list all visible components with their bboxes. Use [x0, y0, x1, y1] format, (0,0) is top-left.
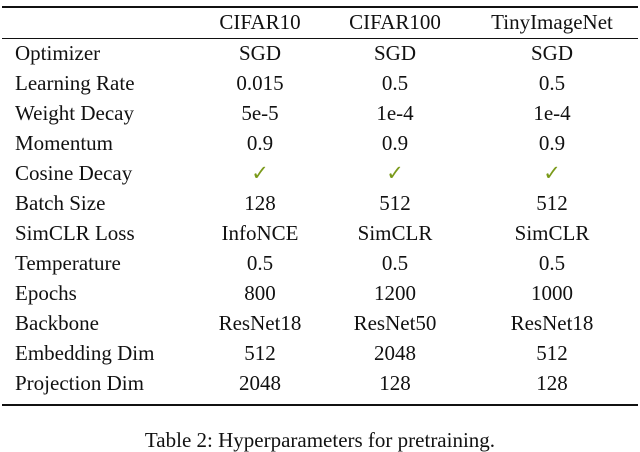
table-cell: ✓ [386, 161, 404, 185]
table-cell: 2048 [374, 341, 416, 365]
table-cell: 512 [536, 191, 568, 215]
table-cell: 0.9 [538, 131, 566, 155]
table-cell: SGD [238, 41, 281, 65]
table-cell: 0.5 [538, 71, 566, 95]
header-rule [2, 38, 638, 39]
row-label: Cosine Decay [15, 161, 133, 185]
row-label: Temperature [15, 251, 121, 275]
table-cell: 512 [244, 341, 276, 365]
row-label: Epochs [15, 281, 77, 305]
row-label: Embedding Dim [15, 341, 155, 365]
column-header: CIFAR10 [219, 10, 301, 34]
row-label: Optimizer [15, 41, 101, 65]
table-cell: SimCLR [357, 221, 433, 245]
row-label: SimCLR Loss [15, 221, 135, 245]
table-cell: 5e-5 [241, 101, 279, 125]
table-caption: Table 2: Hyperparameters for pretraining… [144, 428, 496, 452]
row-label: Weight Decay [15, 101, 135, 125]
table-cell: 1000 [531, 281, 573, 305]
table-cell: SimCLR [514, 221, 590, 245]
table-cell: SGD [530, 41, 573, 65]
page: CIFAR10 CIFAR100 TinyImageNet Optimizer SGD S… [2, 6, 638, 452]
table-cell: SGD [373, 41, 416, 65]
table-cell: 1e-4 [533, 101, 571, 125]
bottom-rule [2, 404, 638, 406]
row-label: Projection Dim [15, 371, 144, 395]
table-cell: 1e-4 [376, 101, 414, 125]
table-cell: ✓ [543, 161, 561, 185]
row-label: Learning Rate [15, 71, 135, 95]
table-cell: 512 [536, 341, 568, 365]
row-label: Backbone [15, 311, 99, 335]
table-cell: 0.5 [381, 71, 409, 95]
table-cell: 0.5 [381, 251, 409, 275]
table-cell: 2048 [239, 371, 281, 395]
column-header: TinyImageNet [491, 10, 613, 34]
table-cell: ResNet18 [510, 311, 594, 335]
table-cell: ✓ [251, 161, 269, 185]
table-cell: 1200 [374, 281, 416, 305]
column-header: CIFAR100 [349, 10, 441, 34]
table-cell: 0.5 [246, 251, 274, 275]
top-rule [2, 6, 638, 8]
table-cell: 128 [244, 191, 276, 215]
table-cell: 800 [244, 281, 276, 305]
table-cell: ResNet18 [218, 311, 302, 335]
table-cell: 0.9 [381, 131, 409, 155]
row-label: Batch Size [15, 191, 106, 215]
table-cell: 0.9 [246, 131, 274, 155]
table-cell: 0.015 [236, 71, 284, 95]
table-cell: 128 [379, 371, 411, 395]
table-cell: ResNet50 [353, 311, 437, 335]
row-label: Momentum [15, 131, 113, 155]
table-cell: 0.5 [538, 251, 566, 275]
table-cell: 128 [536, 371, 568, 395]
table-cell: InfoNCE [221, 221, 299, 245]
table-cell: 512 [379, 191, 411, 215]
